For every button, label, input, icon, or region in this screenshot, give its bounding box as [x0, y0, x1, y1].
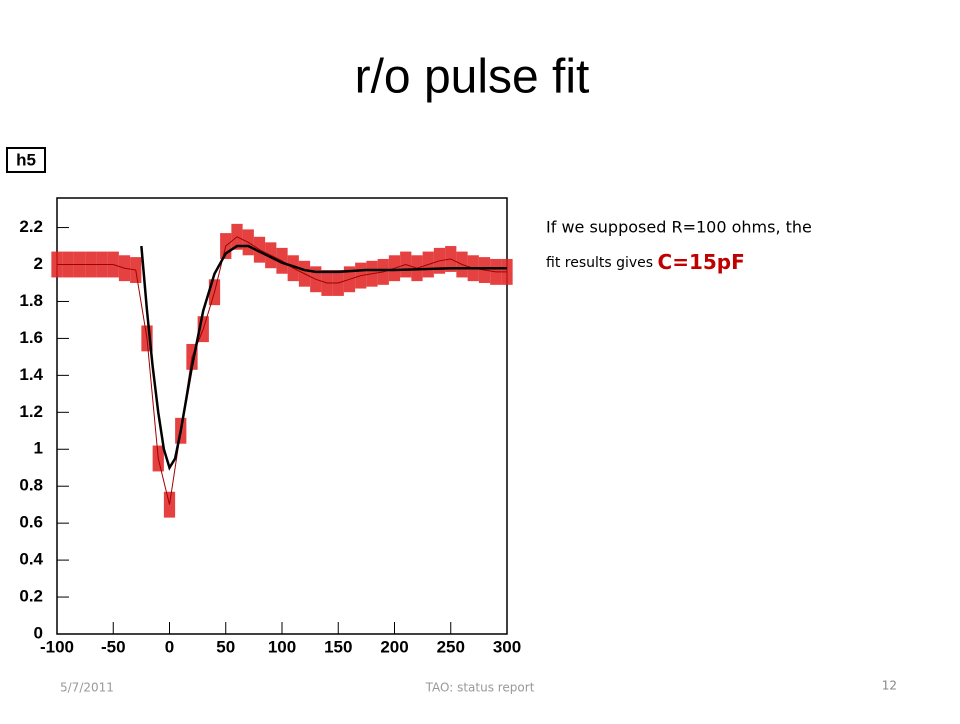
y-tick-label: 2.2 — [19, 217, 43, 236]
y-tick-label: 0.2 — [19, 587, 43, 606]
x-tick-label: 150 — [324, 637, 352, 656]
annotation-highlight: C=15pF — [658, 250, 745, 274]
y-tick-label: 1.6 — [19, 328, 43, 347]
annotation-line: If we supposed R=100 ohms, the — [546, 218, 812, 237]
x-tick-label: 100 — [268, 637, 296, 656]
footer-date: 5/7/2011 — [60, 681, 114, 695]
slide-title: r/o pulse fit — [355, 51, 590, 104]
y-tick-label: 0.8 — [19, 476, 43, 495]
y-tick-label: 1 — [34, 439, 43, 458]
y-tick-label: 1.4 — [19, 365, 43, 384]
x-tick-label: -100 — [40, 637, 74, 656]
x-tick-label: 250 — [437, 637, 465, 656]
page-number: 12 — [882, 679, 897, 693]
hist-title: h5 — [16, 150, 36, 169]
data-line — [57, 236, 507, 505]
footer-center: TAO: status report — [425, 681, 535, 695]
annotation-text: fit results gives — [546, 255, 653, 271]
annotation-line: fit results gives C=15pF — [546, 250, 745, 274]
x-tick-label: -50 — [101, 637, 126, 656]
x-tick-label: 200 — [380, 637, 408, 656]
y-tick-label: 0.4 — [19, 550, 43, 569]
x-tick-label: 300 — [493, 637, 521, 656]
y-tick-label: 0 — [34, 623, 43, 642]
fit-line — [140, 244, 507, 471]
y-tick-label: 0.6 — [19, 513, 43, 532]
x-tick-label: 0 — [165, 637, 174, 656]
y-tick-label: 1.2 — [19, 402, 43, 421]
hist-title-box — [6, 147, 46, 173]
y-tick-label: 1.8 — [19, 291, 43, 310]
x-tick-label: 50 — [216, 637, 235, 656]
y-tick-label: 2 — [34, 254, 43, 273]
